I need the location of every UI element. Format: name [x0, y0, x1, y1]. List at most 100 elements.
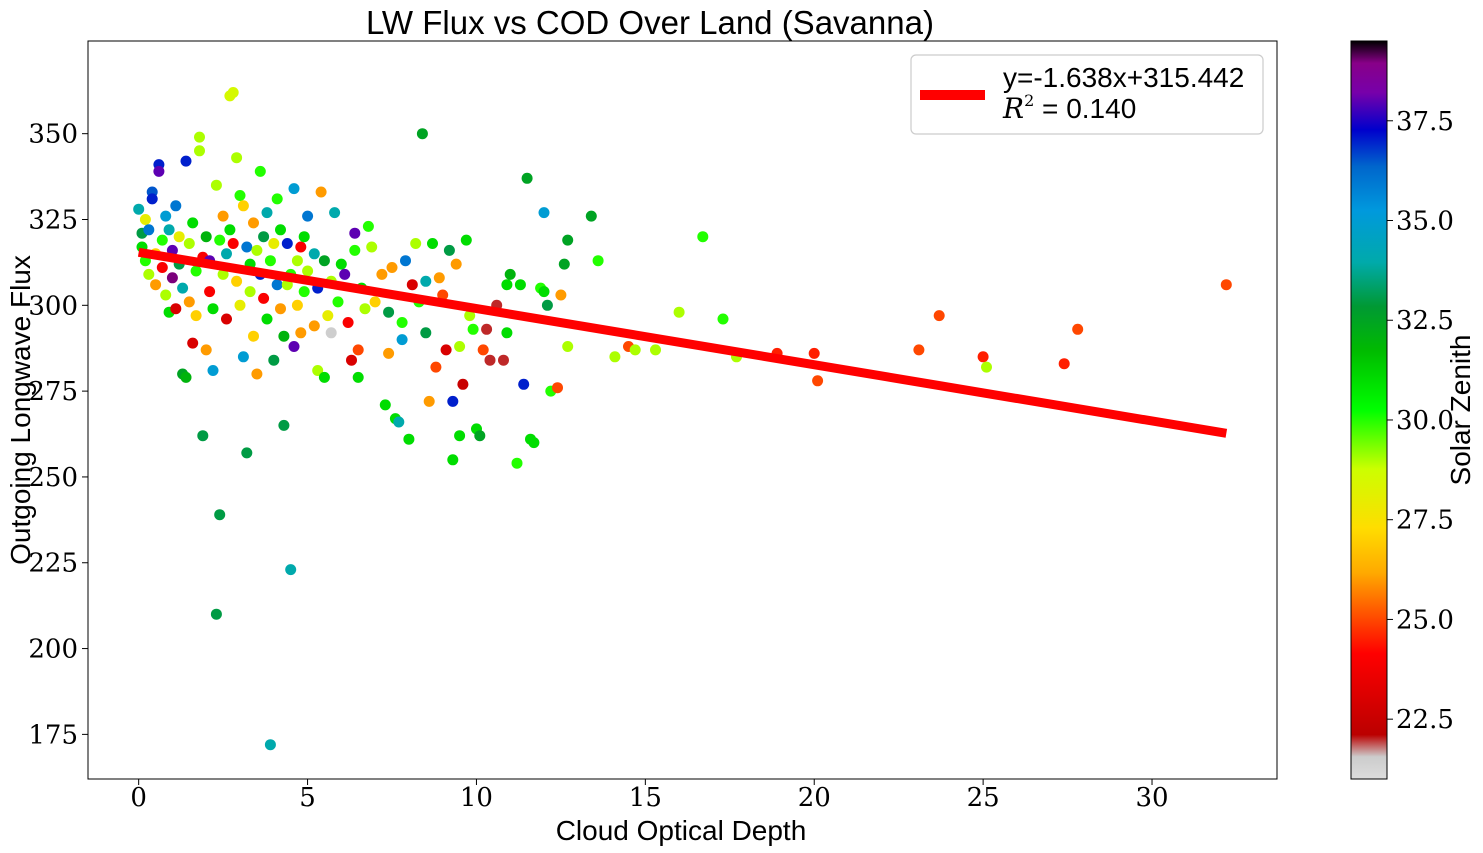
scatter-point: [1220, 279, 1232, 291]
scatter-point: [913, 344, 925, 356]
y-tick-label: 225: [28, 549, 78, 579]
scatter-point: [427, 238, 438, 249]
scatter-point: [450, 258, 462, 270]
scatter-point: [440, 344, 452, 356]
scatter-point: [481, 323, 493, 335]
scatter-point: [200, 344, 212, 356]
scatter-point: [251, 244, 263, 256]
scatter-point: [501, 327, 513, 339]
y-tick-label: 175: [28, 720, 78, 750]
scatter-point: [477, 344, 489, 356]
scatter-point: [160, 210, 172, 222]
scatter-point: [697, 231, 709, 243]
scatter-point: [393, 416, 405, 428]
scatter-point: [322, 310, 334, 322]
scatter-point: [258, 231, 270, 243]
scatter-points: [133, 87, 1232, 751]
scatter-point: [183, 296, 195, 308]
x-tick-label: 5: [299, 783, 316, 813]
scatter-point: [150, 279, 162, 291]
colorbar-label: Solar Zenith: [1445, 335, 1476, 486]
scatter-point: [396, 317, 408, 328]
scatter-point: [498, 354, 509, 366]
scatter-point: [268, 354, 280, 366]
scatter-point: [298, 286, 310, 298]
colorbar-tick-label: 27.5: [1396, 506, 1454, 536]
scatter-point: [423, 395, 435, 407]
scatter-point: [173, 231, 185, 243]
scatter-point: [346, 354, 357, 366]
scatter-point: [460, 234, 472, 246]
scatter-point: [160, 289, 172, 301]
scatter-point: [281, 238, 293, 249]
scatter-point: [143, 268, 155, 280]
colorbar-tick-label: 30.0: [1396, 406, 1454, 436]
scatter-point: [318, 371, 330, 383]
scatter-point: [420, 275, 432, 287]
y-tick-label: 350: [28, 120, 78, 150]
scatter-point: [261, 207, 273, 219]
scatter-point: [254, 165, 266, 177]
scatter-point: [224, 224, 236, 236]
y-tick-label: 200: [28, 635, 78, 665]
y-tick-label: 300: [28, 291, 78, 321]
scatter-point: [143, 224, 155, 236]
scatter-point: [383, 306, 395, 318]
colorbar-ticks: 22.5 25.0 27.5 30.0 32.5 35.0 37.5: [1387, 107, 1454, 735]
y-tick-label: 325: [28, 205, 78, 235]
scatter-point: [552, 382, 563, 394]
scatter-point: [258, 292, 270, 304]
scatter-point: [528, 437, 540, 449]
scatter-point: [214, 509, 226, 521]
scatter-point: [386, 262, 398, 273]
scatter-point: [366, 241, 378, 253]
legend-box: [910, 54, 1264, 135]
scatter-point: [231, 152, 243, 164]
scatter-point: [187, 217, 199, 229]
scatter-point: [251, 368, 263, 380]
scatter-point: [329, 207, 341, 219]
colorbar-tick-label: 25.0: [1396, 605, 1454, 635]
scatter-point: [275, 303, 286, 315]
scatter-point: [447, 454, 459, 466]
scatter-point: [521, 172, 533, 184]
scatter-point: [248, 217, 259, 229]
scatter-point: [464, 310, 476, 322]
scatter-point: [244, 286, 256, 298]
scatter-point: [210, 179, 222, 191]
scatter-point: [396, 334, 408, 346]
scatter-point: [437, 289, 449, 301]
scatter-point: [332, 296, 344, 308]
x-tick-label: 30: [1135, 783, 1168, 813]
scatter-point: [139, 214, 151, 225]
scatter-point: [271, 193, 283, 205]
scatter-point: [1058, 358, 1070, 370]
colorbar: 22.5 25.0 27.5 30.0 32.5 35.0 37.5 Solar Zenit…: [1350, 40, 1476, 780]
legend-equation: y=-1.638x+315.442: [1003, 62, 1244, 93]
scatter-point: [558, 258, 570, 270]
scatter-point: [177, 282, 189, 294]
scatter-point: [406, 279, 418, 291]
scatter-point: [362, 220, 374, 232]
scatter-point: [410, 238, 422, 249]
scatter-point: [153, 165, 165, 177]
scatter-point: [156, 262, 168, 273]
scatter-point: [342, 317, 354, 328]
colorbar-tick-label: 22.5: [1396, 705, 1454, 735]
scatter-point: [278, 419, 290, 431]
scatter-point: [133, 203, 145, 215]
scatter-point: [261, 313, 273, 325]
scatter-point: [433, 272, 445, 284]
scatter-point: [376, 268, 388, 280]
scatter-point: [295, 327, 307, 339]
scatter-point: [717, 313, 729, 325]
colorbar-tick-label: 35.0: [1396, 207, 1454, 237]
scatter-point: [180, 155, 192, 167]
scatter-point: [288, 183, 300, 195]
scatter-point: [420, 327, 432, 339]
scatter-point: [430, 361, 442, 373]
x-tick-label: 20: [798, 783, 831, 813]
scatter-point: [454, 341, 466, 352]
scatter-point: [237, 200, 249, 212]
